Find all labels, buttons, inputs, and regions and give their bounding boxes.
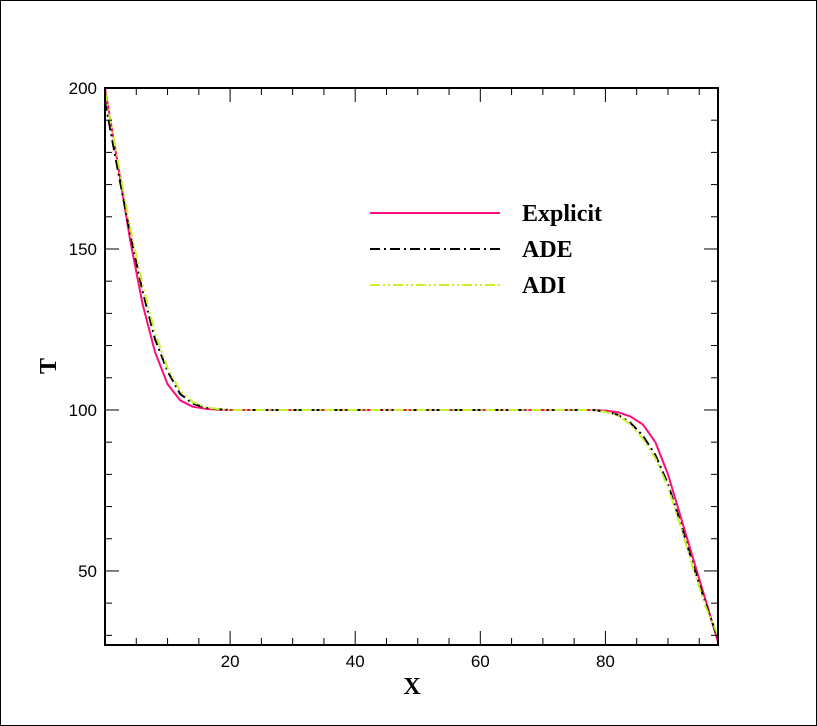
series-line-ade (104, 100, 719, 639)
series-line-explicit (104, 87, 719, 643)
legend-label-explicit: Explicit (522, 201, 602, 227)
x-tick-label: 40 (346, 652, 365, 671)
y-axis-title: T (36, 358, 62, 374)
legend-label-ade: ADE (522, 237, 573, 263)
ticks-layer: 20 40 60 80 50 100 150 200 (69, 79, 718, 671)
y-tick-label: 200 (69, 79, 97, 98)
x-axis-title: X (403, 674, 421, 700)
y-tick-label: 150 (69, 240, 97, 259)
x-tick-label: 60 (471, 652, 490, 671)
series-line-adi (104, 91, 719, 636)
y-tick-label: 100 (69, 401, 97, 420)
series-layer (104, 87, 719, 643)
legend-label-adi: ADI (522, 273, 566, 299)
x-tick-label: 80 (596, 652, 615, 671)
plot-area-border (104, 87, 719, 646)
legend: Explicit ADE ADI (370, 201, 602, 299)
x-tick-label: 20 (221, 652, 240, 671)
y-tick-label: 50 (78, 562, 97, 581)
